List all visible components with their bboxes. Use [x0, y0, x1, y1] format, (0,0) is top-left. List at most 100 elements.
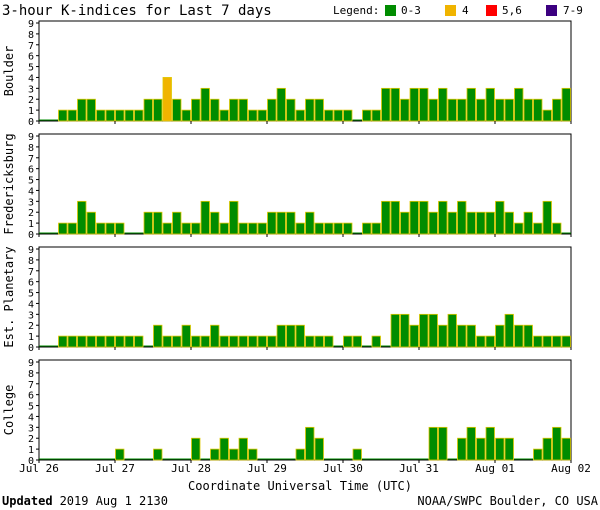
- k-bar: [238, 222, 248, 235]
- k-bar: [552, 335, 562, 348]
- k-bar: [542, 200, 552, 235]
- k-bar: [504, 211, 514, 235]
- k-bar: [371, 335, 381, 348]
- y-tick-label: 2: [28, 208, 34, 219]
- k-bar: [476, 335, 486, 348]
- footer-updated-label: Updated: [2, 494, 53, 508]
- k-bar: [409, 200, 419, 235]
- k-bar: [438, 324, 448, 348]
- k-bar: [390, 87, 400, 122]
- k-bar: [200, 87, 210, 122]
- y-tick-label: 8: [28, 256, 34, 267]
- k-bar: [248, 335, 258, 348]
- legend-entry-3: 7-9: [563, 4, 583, 17]
- x-tick-label: Aug 02: [551, 462, 591, 475]
- y-tick-label: 2: [28, 434, 34, 445]
- k-bar: [238, 437, 248, 461]
- k-bar: [191, 335, 201, 348]
- y-tick-label: 4: [28, 73, 34, 84]
- y-tick-label: 0: [28, 343, 34, 354]
- k-bar: [533, 448, 543, 461]
- k-bar: [191, 98, 201, 122]
- k-bar: [219, 335, 229, 348]
- y-tick-label: 1: [28, 332, 34, 343]
- k-bar: [96, 222, 106, 235]
- k-bar: [210, 211, 220, 235]
- k-bar: [238, 98, 248, 122]
- y-tick-label: 9: [28, 245, 34, 256]
- k-bar: [153, 211, 163, 235]
- k-bar: [200, 200, 210, 235]
- legend-swatch-0: [385, 5, 396, 16]
- k-bar: [438, 426, 448, 461]
- k-bar: [314, 222, 324, 235]
- k-bar: [172, 98, 182, 122]
- k-bar: [286, 98, 296, 122]
- k-bar: [96, 335, 106, 348]
- y-tick-label: 7: [28, 380, 34, 391]
- y-tick-label: 3: [28, 423, 34, 434]
- k-bar: [105, 335, 115, 348]
- k-bar: [485, 87, 495, 122]
- k-bar: [466, 426, 476, 461]
- y-tick-label: 7: [28, 41, 34, 52]
- k-bar: [276, 211, 286, 235]
- k-bar: [67, 222, 77, 235]
- y-tick-label: 0: [28, 230, 34, 241]
- k-bar: [96, 109, 106, 122]
- k-bar: [438, 87, 448, 122]
- k-bar: [86, 335, 96, 348]
- k-bar: [324, 109, 334, 122]
- k-bar: [115, 335, 125, 348]
- x-tick-label: Jul 31: [399, 462, 439, 475]
- k-bar: [457, 98, 467, 122]
- panel-name: College: [2, 385, 16, 436]
- k-bar: [390, 313, 400, 348]
- k-bar: [419, 313, 429, 348]
- k-bar: [115, 109, 125, 122]
- k-bar: [542, 109, 552, 122]
- y-tick-label: 2: [28, 321, 34, 332]
- k-bar: [67, 109, 77, 122]
- y-tick-label: 0: [28, 456, 34, 467]
- y-tick-label: 1: [28, 445, 34, 456]
- y-tick-label: 5: [28, 289, 34, 300]
- y-tick-label: 4: [28, 412, 34, 423]
- legend-entry-0: 0-3: [401, 4, 421, 17]
- x-axis: Jul 26 Jul 27 Jul 28 Jul 29 Jul 30 Jul 31 Aug …: [19, 462, 591, 475]
- k-bar: [153, 448, 163, 461]
- k-bar: [514, 87, 524, 122]
- k-bar: [191, 437, 201, 461]
- k-bar: [162, 222, 172, 235]
- k-bar: [428, 211, 438, 235]
- k-bar: [286, 211, 296, 235]
- k-bar: [124, 109, 134, 122]
- k-bar: [314, 437, 324, 461]
- y-tick-label: 9: [28, 358, 34, 369]
- k-bar: [153, 98, 163, 122]
- k-bar: [143, 98, 153, 122]
- k-bar: [248, 222, 258, 235]
- k-bar: [67, 335, 77, 348]
- k-bar: [124, 335, 134, 348]
- y-tick-label: 1: [28, 106, 34, 117]
- k-bar: [200, 335, 210, 348]
- k-bar: [229, 335, 239, 348]
- y-tick-label: 0: [28, 117, 34, 128]
- k-bar: [86, 211, 96, 235]
- legend-swatch-2: [486, 5, 497, 16]
- k-bar: [466, 324, 476, 348]
- x-axis-label: Coordinate Universal Time (UTC): [188, 479, 412, 493]
- legend: Legend: 0-3 4 5,6 7-9: [333, 4, 583, 17]
- footer-updated: Updated 2019 Aug 1 2130: [2, 494, 168, 508]
- k-bar: [352, 448, 362, 461]
- k-bar: [172, 211, 182, 235]
- k-bar: [58, 222, 68, 235]
- k-bar: [58, 109, 68, 122]
- k-bar: [257, 335, 267, 348]
- k-bar: [276, 324, 286, 348]
- k-bar: [533, 222, 543, 235]
